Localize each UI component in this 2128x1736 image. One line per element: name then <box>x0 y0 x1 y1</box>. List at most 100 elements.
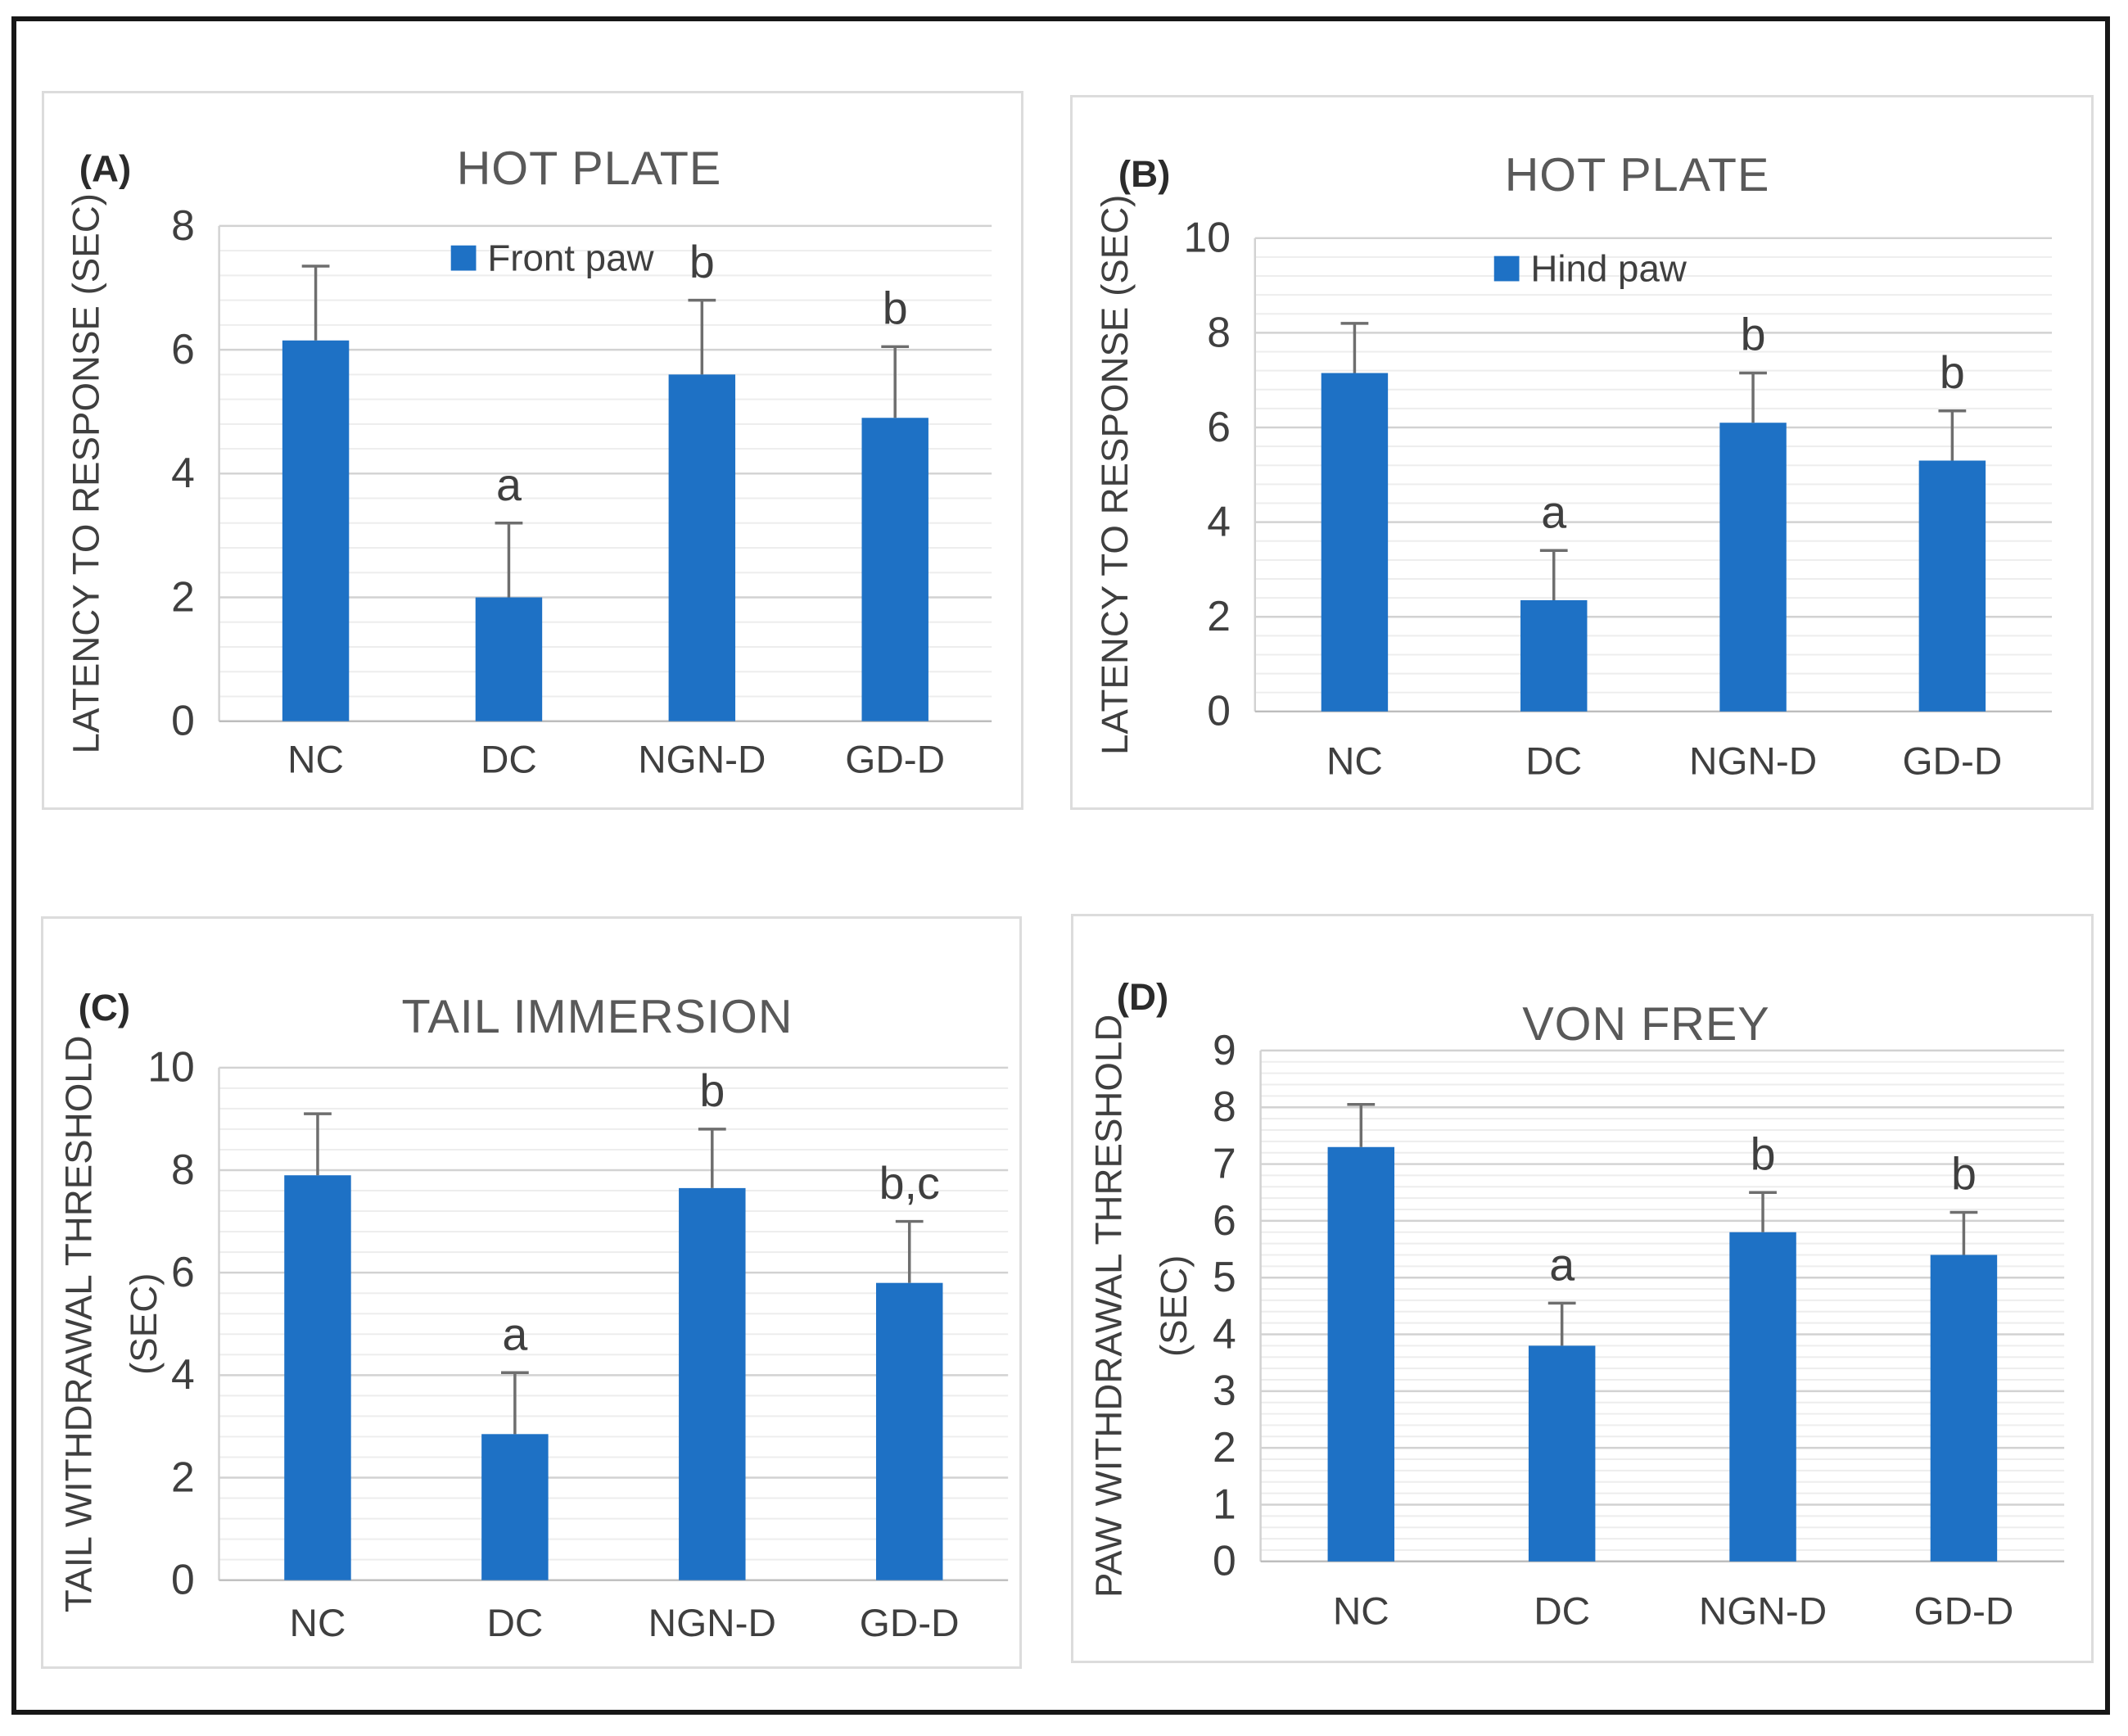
y-tick-2: 2 <box>171 572 195 620</box>
chart-title: HOT PLATE <box>457 142 722 195</box>
chart-hot-plate-hind-paw: a b b NC DC NGN-D GD-D 0 2 4 6 8 10 LATENCY TO RESPON… <box>1094 149 2053 783</box>
y-tick-4: 4 <box>1207 497 1231 545</box>
y-axis-label-line2: (SEC) <box>123 1273 165 1375</box>
y-tick-4: 4 <box>1213 1309 1236 1357</box>
y-tick-0: 0 <box>171 1556 195 1603</box>
panel-letter: (D) <box>1117 976 1168 1018</box>
sig-letter-NGN-D: b <box>689 237 715 287</box>
y-tick-8: 8 <box>171 201 195 249</box>
chart-title: VON FREY <box>1522 998 1769 1051</box>
panel-letter: (A) <box>79 147 131 189</box>
category-label-DC: DC <box>1534 1589 1590 1633</box>
bar-DC <box>1520 599 1588 712</box>
legend-label: Hind paw <box>1530 247 1687 289</box>
y-tick-labels: 0 1 2 3 4 5 6 7 8 9 <box>1213 1026 1236 1585</box>
bar-NC <box>282 340 350 721</box>
sig-letter-GD-D: b <box>1951 1149 1977 1200</box>
bar-NGN-D <box>668 374 736 721</box>
y-tick-4: 4 <box>171 449 195 496</box>
category-label-NGN-D: NGN-D <box>648 1602 776 1645</box>
category-label-GD-D: GD-D <box>1914 1589 2014 1633</box>
y-tick-2: 2 <box>1213 1423 1236 1471</box>
y-axis-label-line2: (SEC) <box>1153 1255 1195 1357</box>
bar-GD-D <box>875 1282 943 1580</box>
sig-letter-DC: a <box>496 459 522 510</box>
category-label-NC: NC <box>287 738 344 781</box>
category-label-DC: DC <box>1525 739 1582 783</box>
sig-letter-DC: a <box>1541 486 1566 537</box>
sig-letter-NGN-D: b <box>699 1065 725 1116</box>
bars: a b b <box>282 237 928 721</box>
sig-letter-NGN-D: b <box>1741 310 1766 360</box>
chart-title: HOT PLATE <box>1505 149 1770 201</box>
legend-swatch <box>1493 255 1520 282</box>
y-tick-0: 0 <box>171 697 195 744</box>
y-tick-8: 8 <box>1213 1083 1236 1130</box>
figure-frame: a b b NC DC NGN-D GD-D 0 2 4 6 8 LATENCY TO RESPONSE… <box>11 16 2110 1715</box>
bar-NGN-D <box>1729 1232 1796 1562</box>
category-label-GD-D: GD-D <box>845 738 945 781</box>
sig-letter-GD-D: b <box>1940 347 1965 398</box>
y-tick-6: 6 <box>1213 1196 1236 1244</box>
bar-DC <box>1528 1345 1596 1562</box>
bar-GD-D <box>1918 460 1986 712</box>
sig-letter-DC: a <box>1549 1240 1575 1291</box>
y-axis-label: LATENCY TO RESPONSE (SEC) <box>1094 195 1136 755</box>
bar-NC <box>1321 373 1389 712</box>
y-tick-8: 8 <box>1207 308 1231 355</box>
sig-letter-GD-D: b,c <box>879 1158 940 1209</box>
bar-DC <box>475 597 543 721</box>
bars: a b b,c <box>284 1065 943 1580</box>
chart-von-frey: a b b NC DC NGN-D GD-D 0 1 2 3 4 5 6 7 8 9 PAW WITHDRAWAL… <box>1088 976 2065 1633</box>
y-tick-10: 10 <box>147 1043 194 1091</box>
y-tick-9: 9 <box>1213 1026 1236 1074</box>
category-label-DC: DC <box>481 738 537 781</box>
y-tick-2: 2 <box>171 1453 195 1500</box>
chart-hot-plate-front-paw: a b b NC DC NGN-D GD-D 0 2 4 6 8 LATENCY TO RESPONSE… <box>66 142 992 781</box>
y-tick-7: 7 <box>1213 1139 1236 1187</box>
bar-NGN-D <box>1719 423 1787 712</box>
sig-letter-GD-D: b <box>883 283 908 334</box>
chart-tail-immersion: a b b,c NC DC NGN-D GD-D 0 2 4 6 8 10 TAIL WITHDRAWAL… <box>58 987 1009 1645</box>
y-axis-label: LATENCY TO RESPONSE (SEC) <box>66 193 107 753</box>
y-tick-2: 2 <box>1207 592 1231 640</box>
y-tick-5: 5 <box>1213 1253 1236 1300</box>
panel-letter: (C) <box>79 987 130 1028</box>
panel-b-hot-plate-hind-paw: a b b NC DC NGN-D GD-D 0 2 4 6 8 10 LATENCY TO RESPON… <box>1070 95 2094 810</box>
y-tick-6: 6 <box>1207 403 1231 450</box>
panel-letter: (B) <box>1118 153 1170 195</box>
y-axis-label: PAW WITHDRAWAL THRESHOLD <box>1088 1015 1130 1598</box>
minor-gridlines <box>1260 1060 2065 1551</box>
y-tick-8: 8 <box>171 1146 195 1193</box>
bar-NC <box>1327 1146 1395 1562</box>
bar-DC <box>481 1434 549 1580</box>
legend: Front paw <box>450 237 654 279</box>
panel-a-hot-plate-front-paw: a b b NC DC NGN-D GD-D 0 2 4 6 8 LATENCY TO RESPONSE… <box>42 91 1023 810</box>
legend: Hind paw <box>1493 247 1687 289</box>
y-tick-labels: 0 2 4 6 8 <box>171 201 195 744</box>
category-label-NGN-D: NGN-D <box>1699 1589 1827 1633</box>
bars: a b b <box>1327 1103 1998 1562</box>
y-tick-0: 0 <box>1213 1537 1236 1585</box>
legend-label: Front paw <box>487 237 654 279</box>
bar-NC <box>284 1175 351 1580</box>
category-label-DC: DC <box>486 1602 543 1645</box>
category-label-NC: NC <box>290 1602 346 1645</box>
sig-letter-DC: a <box>502 1309 527 1359</box>
panel-d-von-frey: a b b NC DC NGN-D GD-D 0 1 2 3 4 5 6 7 8 9 PAW WITHDRAWAL… <box>1071 914 2094 1663</box>
bars: a b b <box>1321 310 1986 712</box>
y-tick-4: 4 <box>171 1350 195 1398</box>
category-label-NGN-D: NGN-D <box>638 738 766 781</box>
y-tick-6: 6 <box>171 1248 195 1295</box>
category-label-NGN-D: NGN-D <box>1689 739 1817 783</box>
category-label-GD-D: GD-D <box>860 1602 960 1645</box>
legend-swatch <box>450 245 477 271</box>
y-axis-label: TAIL WITHDRAWAL THRESHOLD <box>58 1035 100 1612</box>
major-gridlines <box>1260 1049 2065 1506</box>
category-label-GD-D: GD-D <box>1902 739 2002 783</box>
sig-letter-NGN-D: b <box>1751 1128 1776 1179</box>
y-tick-6: 6 <box>171 325 195 373</box>
y-tick-labels: 0 2 4 6 8 10 <box>1184 214 1231 735</box>
y-tick-0: 0 <box>1207 687 1231 735</box>
y-tick-labels: 0 2 4 6 8 10 <box>147 1043 194 1603</box>
